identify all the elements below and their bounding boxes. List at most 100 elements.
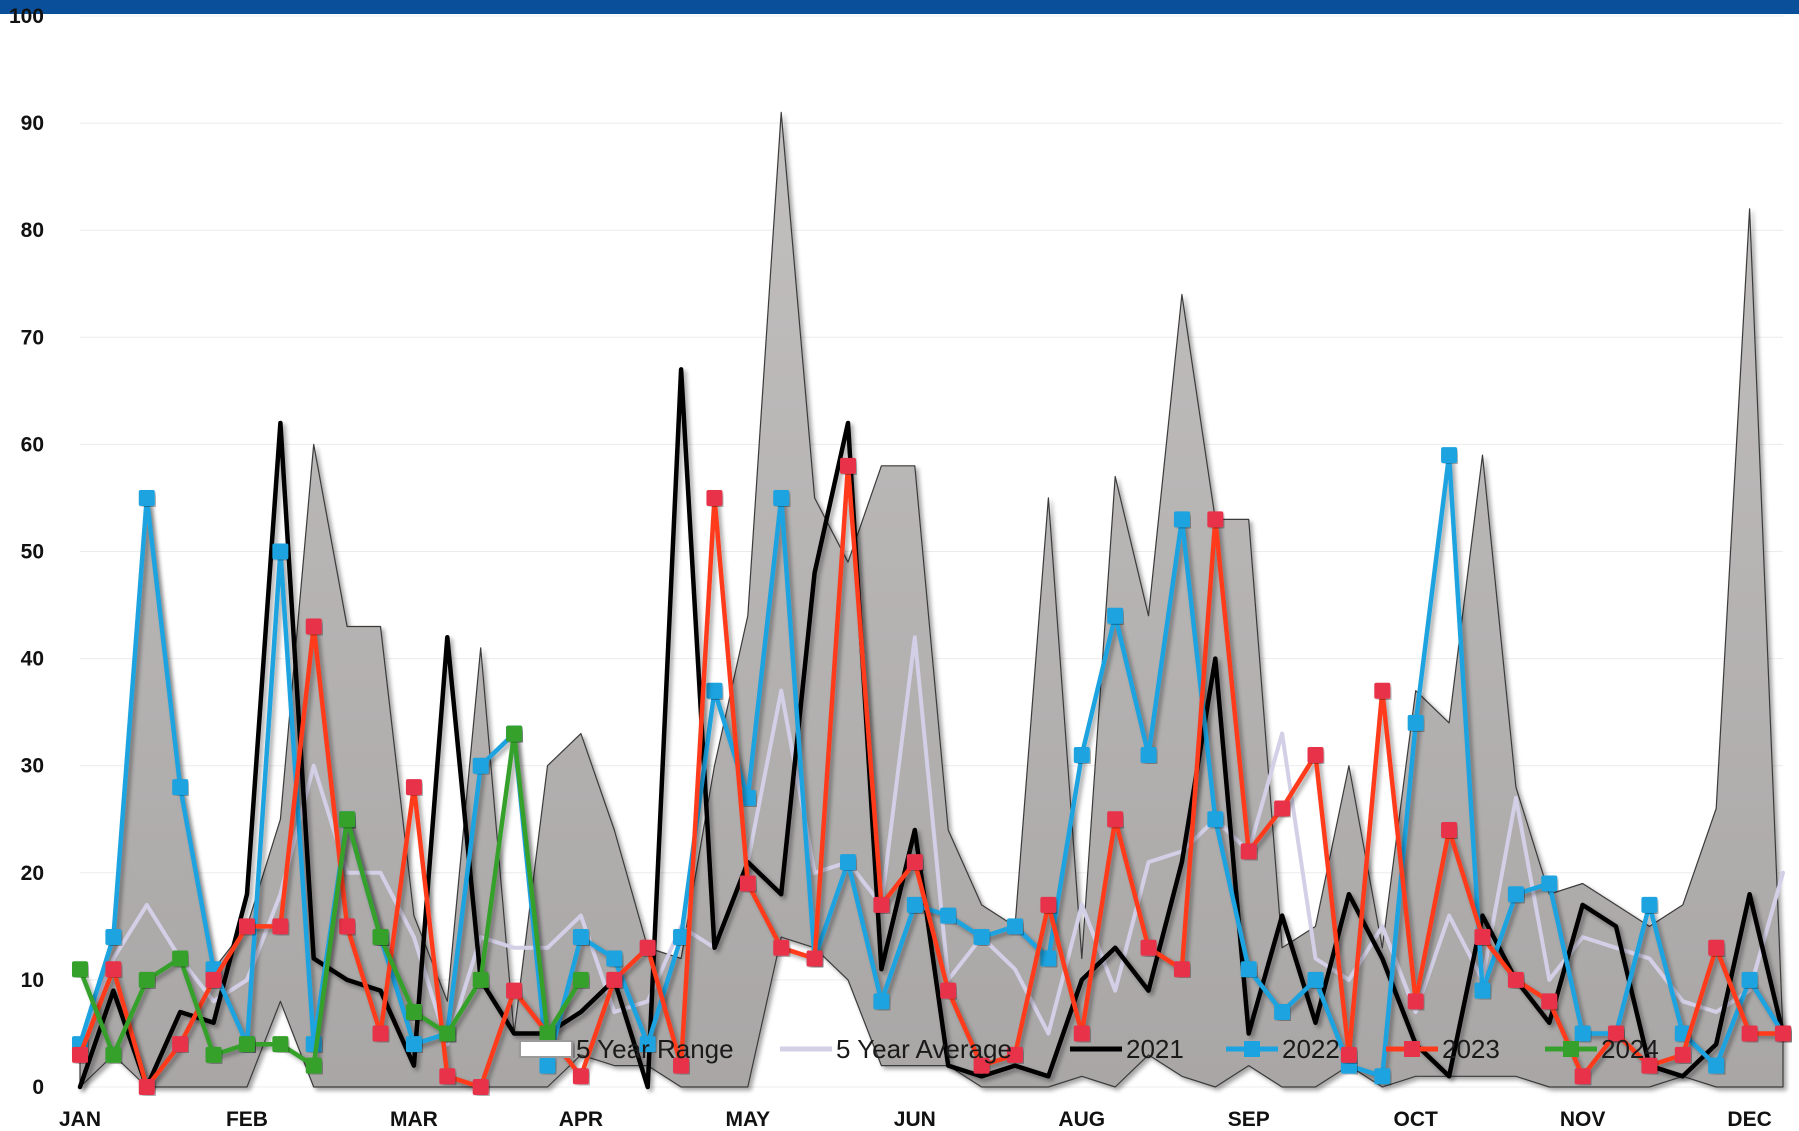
- point-2022-w15: [539, 1057, 556, 1074]
- point-2022-w7: [272, 543, 289, 560]
- x-tick-label-aug: AUG: [1058, 1108, 1105, 1131]
- x-tick-label-jun: JUN: [894, 1108, 936, 1131]
- point-2022-w24: [840, 854, 857, 871]
- point-2022-w22: [773, 489, 790, 506]
- point-2024-w16: [572, 971, 589, 988]
- point-2024-w7: [272, 1036, 289, 1053]
- point-2022-w16: [572, 929, 589, 946]
- point-2022-w43: [1474, 982, 1491, 999]
- point-2023-w23: [806, 950, 823, 967]
- legend-swatch-range: [519, 1040, 573, 1058]
- legend-label: 5 Year Range: [576, 1034, 734, 1064]
- y-tick-label-40: 40: [21, 648, 44, 671]
- point-2022-w26: [906, 896, 923, 913]
- y-tick-label-90: 90: [21, 112, 44, 135]
- series-lines: [72, 367, 1791, 1095]
- point-2022-w21: [739, 789, 756, 806]
- point-2024-w1: [72, 961, 88, 978]
- point-2023-w24: [840, 457, 857, 474]
- point-2023-w33: [1140, 939, 1157, 956]
- point-2022-w31: [1073, 746, 1090, 763]
- point-2023-w7: [272, 918, 289, 935]
- x-axis: JAN FEB MAR APR MAY JUN AUG SEP OCT NOV DEC: [59, 1108, 1772, 1131]
- point-2023-w18: [639, 939, 656, 956]
- point-2023-w47: [1608, 1025, 1625, 1042]
- point-2023-w40: [1374, 682, 1391, 699]
- point-2023-w5: [205, 971, 222, 988]
- point-2023-w9: [339, 918, 356, 935]
- legend-label: 2021: [1126, 1034, 1184, 1064]
- x-tick-label-apr: APR: [559, 1108, 603, 1131]
- y-axis: 0 10 20 30 40 50 60 70 80 90 100: [9, 5, 44, 1099]
- legend-label: 2022: [1282, 1034, 1340, 1064]
- point-2024-w5: [205, 1046, 222, 1063]
- point-2024-w14: [506, 725, 523, 742]
- point-2023-w37: [1274, 800, 1291, 817]
- legend-item-2024: 2024: [1545, 1034, 1659, 1064]
- point-2023-w49: [1674, 1046, 1691, 1063]
- point-2024-w2: [105, 1046, 122, 1063]
- y-tick-label-20: 20: [21, 862, 44, 885]
- point-2023-w16: [572, 1068, 589, 1085]
- y-tick-label-10: 10: [21, 969, 44, 992]
- legend-label: 5 Year Average: [836, 1034, 1012, 1064]
- x-tick-label-nov: NOV: [1560, 1108, 1606, 1131]
- point-2023-w32: [1107, 811, 1124, 828]
- point-2023-w35: [1207, 511, 1224, 528]
- point-2023-w20: [706, 489, 723, 506]
- series-line-2023: [77, 463, 1786, 1090]
- point-2023-w6: [238, 918, 255, 935]
- point-2024-w10: [372, 929, 389, 946]
- point-2024-w3: [138, 971, 155, 988]
- point-2022-w35: [1207, 811, 1224, 828]
- point-2022-w11: [405, 1036, 422, 1053]
- point-2024-w4: [172, 950, 189, 967]
- legend-item-5-year-range: 5 Year Range: [519, 1034, 734, 1064]
- point-2024-w8: [305, 1057, 322, 1074]
- point-2022-w40: [1374, 1068, 1391, 1085]
- point-2023-w13: [472, 1079, 489, 1095]
- x-tick-label-jan: JAN: [59, 1108, 101, 1131]
- point-2022-w29: [1006, 918, 1023, 935]
- point-2022-w17: [606, 950, 623, 967]
- point-2022-w42: [1441, 447, 1458, 464]
- x-tick-label-mar: MAR: [390, 1108, 438, 1131]
- point-2022-w32: [1107, 607, 1124, 624]
- point-2023-w26: [906, 854, 923, 871]
- x-tick-label-sep: SEP: [1228, 1108, 1270, 1131]
- top-accent-bar: [0, 0, 1799, 14]
- point-2023-w38: [1307, 746, 1324, 763]
- point-2022-w34: [1173, 511, 1190, 528]
- legend: 5 Year Range 5 Year Average 2021 2022 2023 20…: [519, 1034, 1659, 1064]
- point-2023-w17: [606, 971, 623, 988]
- point-2023-w41: [1407, 993, 1424, 1010]
- point-2022-w36: [1240, 961, 1257, 978]
- point-2023-w51: [1741, 1025, 1758, 1042]
- point-2022-w48: [1641, 896, 1658, 913]
- point-2023-w31: [1073, 1025, 1090, 1042]
- point-2024-w11: [405, 1004, 422, 1021]
- point-2023-w3: [138, 1079, 155, 1095]
- x-tick-label-feb: FEB: [226, 1108, 268, 1131]
- point-2023-w46: [1574, 1068, 1591, 1085]
- y-tick-label-80: 80: [21, 219, 44, 242]
- y-tick-label-0: 0: [32, 1076, 44, 1099]
- y-tick-label-60: 60: [21, 433, 44, 456]
- five-year-range-band: [79, 111, 1784, 1088]
- point-2022-w44: [1507, 886, 1524, 903]
- point-2022-w50: [1708, 1057, 1725, 1074]
- point-2023-w52: [1775, 1025, 1791, 1042]
- point-2023-w21: [739, 875, 756, 892]
- point-2023-w19: [673, 1057, 690, 1074]
- x-tick-label-dec: DEC: [1727, 1108, 1771, 1131]
- point-2022-w2: [105, 929, 122, 946]
- point-2022-w33: [1140, 746, 1157, 763]
- point-2023-w43: [1474, 929, 1491, 946]
- point-2022-w19: [673, 929, 690, 946]
- point-2023-w34: [1173, 961, 1190, 978]
- point-2024-w12: [439, 1025, 456, 1042]
- point-2023-w30: [1040, 896, 1057, 913]
- point-2023-w39: [1340, 1046, 1357, 1063]
- point-2023-w8: [305, 618, 322, 635]
